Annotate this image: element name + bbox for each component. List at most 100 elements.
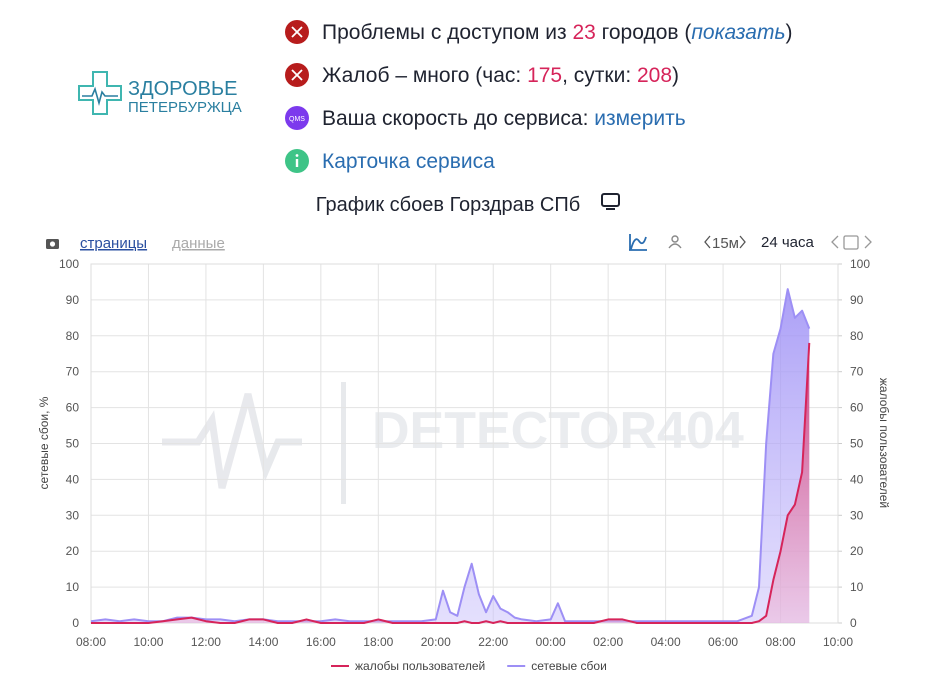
status-4: Карточка сервиса [285, 149, 495, 173]
status-1: Проблемы с доступом из 23 городов (показ… [285, 20, 793, 44]
error-cross [291, 69, 303, 81]
y2-tick-label: 20 [850, 544, 864, 558]
camera-icon[interactable] [46, 239, 59, 249]
person-body [668, 243, 682, 249]
prev-chevron[interactable] [704, 235, 711, 249]
x-tick-label: 00:00 [536, 635, 566, 649]
y-tick-label: 50 [66, 437, 80, 451]
text: Ваша скорость до сервиса: [322, 107, 594, 130]
area-icon-path [629, 234, 647, 251]
logo-line2: ПЕТЕРБУРЖЦА [128, 99, 242, 116]
watermark-pulse [162, 393, 302, 489]
area-mode-icon[interactable] [629, 234, 647, 251]
logo-cross [78, 71, 122, 115]
y2-tick-label: 0 [850, 616, 857, 630]
calendar-icon[interactable] [843, 235, 859, 250]
status-text: Жалоб – много (час: 175, сутки: 208) [322, 64, 679, 87]
info-glyph [295, 154, 299, 157]
plot: 0 10 20 30 40 50 60 70 80 90 100 0 10 20 30 40 50 60 70 80 9… [59, 257, 870, 673]
hour-count: 175 [527, 64, 562, 87]
y2-tick-label: 60 [850, 401, 864, 415]
y2-tick-label: 40 [850, 472, 864, 486]
x-tick-label: 08:00 [76, 635, 106, 649]
text: городов ( [596, 21, 692, 44]
show-link[interactable]: показать [691, 21, 785, 44]
x-tick-label: 06:00 [708, 635, 738, 649]
series-line [91, 342, 811, 624]
text: ) [786, 21, 793, 44]
x-tick-label: 20:00 [421, 635, 451, 649]
y2-tick-label: 50 [850, 437, 864, 451]
logo[interactable]: ЗДОРОВЬЕ ПЕТЕРБУРЖЦА [78, 71, 242, 116]
day-count: 208 [637, 64, 672, 87]
next-chevron[interactable] [864, 235, 872, 249]
qms-icon [285, 106, 309, 130]
y-tick-label: 90 [66, 293, 80, 307]
toolbar: страницы данные 15м 24 часа [46, 234, 872, 252]
series-line [90, 288, 811, 623]
person-icon[interactable] [668, 235, 682, 249]
y2-tick-label: 70 [850, 365, 864, 379]
legend-label: сетевые сбои [531, 659, 607, 673]
y2-tick-label: 30 [850, 508, 864, 522]
y-tick-label: 30 [66, 508, 80, 522]
x-tick-label: 16:00 [306, 635, 336, 649]
x-tick-label: 22:00 [478, 635, 508, 649]
monitor-stand [606, 208, 615, 210]
y-axis-label: сетевые сбои, % [37, 396, 51, 489]
x-tick-label: 18:00 [363, 635, 393, 649]
qms-label: QMS [289, 116, 305, 123]
y-tick-label: 20 [66, 544, 80, 558]
watermark: DETECTOR404 [162, 382, 744, 504]
next-chevron[interactable] [739, 235, 746, 249]
y-tick-label: 10 [66, 580, 80, 594]
y-tick-label: 40 [66, 472, 80, 486]
data-tab[interactable]: данные [172, 235, 225, 252]
status-2: Жалоб – много (час: 175, сутки: 208) [285, 63, 679, 87]
info-glyph [295, 159, 299, 167]
y2-tick-label: 100 [850, 257, 870, 271]
monitor-icon [601, 193, 620, 210]
text: , сутки: [562, 64, 637, 87]
person-head [671, 235, 679, 243]
period-option[interactable]: 24 часа [761, 234, 815, 251]
chart-title: График сбоев Горздрав СПб [316, 194, 580, 216]
text: Проблемы с доступом из [322, 21, 572, 44]
status-3: QMS Ваша скорость до сервиса: измерить [285, 106, 686, 130]
area-fill [91, 342, 810, 623]
y-tick-label: 80 [66, 329, 80, 343]
card-link[interactable]: Карточка сервиса [322, 150, 495, 173]
pages-tab[interactable]: страницы [80, 235, 147, 252]
text: Жалоб – много (час: [322, 64, 527, 87]
watermark-text: DETECTOR404 [372, 402, 744, 460]
camera-lens [49, 241, 56, 247]
x-tick-label: 02:00 [593, 635, 623, 649]
y2-axis-label: жалобы пользователей [877, 378, 891, 508]
status-text: Проблемы с доступом из 23 городов (показ… [322, 21, 793, 44]
monitor-screen [601, 193, 620, 207]
measure-link[interactable]: измерить [594, 107, 686, 130]
logo-pulse [82, 86, 118, 106]
prev-chevron[interactable] [831, 235, 839, 249]
x-tick-label: 10:00 [133, 635, 163, 649]
x-tick-label: 04:00 [651, 635, 681, 649]
y2-tick-label: 10 [850, 580, 864, 594]
error-cross [291, 26, 303, 38]
x-tick-label: 14:00 [248, 635, 278, 649]
legend-label: жалобы пользователей [355, 659, 485, 673]
y2-tick-label: 90 [850, 293, 864, 307]
x-tick-label: 08:00 [766, 635, 796, 649]
y2-tick-label: 80 [850, 329, 864, 343]
interval-option[interactable]: 15м [712, 235, 739, 252]
y-tick-label: 70 [66, 365, 80, 379]
x-tick-label: 12:00 [191, 635, 221, 649]
logo-line1: ЗДОРОВЬЕ [128, 78, 237, 100]
y-tick-label: 60 [66, 401, 80, 415]
status-text: Ваша скорость до сервиса: измерить [322, 107, 686, 130]
y-tick-label: 100 [59, 257, 79, 271]
text: ) [672, 64, 679, 87]
x-tick-label: 10:00 [823, 635, 853, 649]
y-tick-label: 0 [72, 616, 79, 630]
